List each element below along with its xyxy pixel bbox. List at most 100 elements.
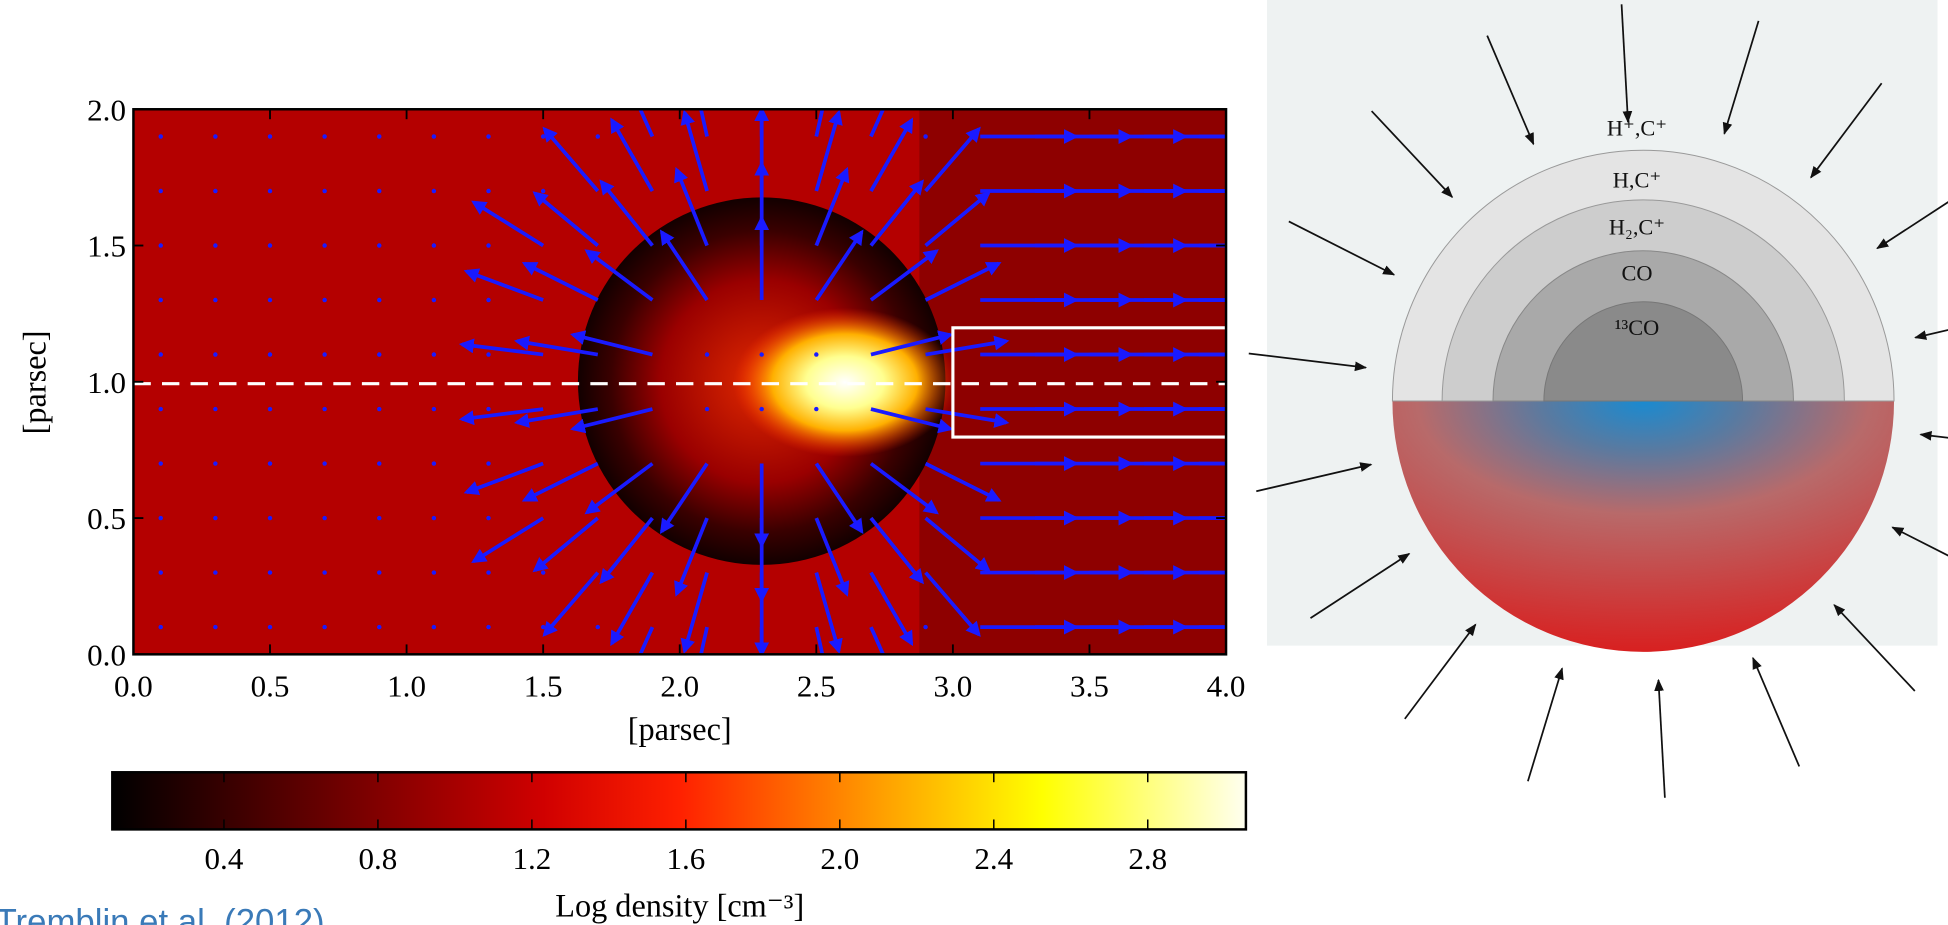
field-dot	[540, 624, 546, 630]
field-dot	[759, 406, 764, 412]
layer-labels: H⁺,C⁺ H,C⁺ H₂,C⁺ CO ¹³CO	[1607, 115, 1667, 340]
field-dot	[377, 188, 382, 194]
field-dot	[486, 461, 491, 466]
field-dot	[486, 406, 491, 412]
field-dot	[486, 624, 491, 630]
colorbar-tick-label: 2.8	[1128, 841, 1167, 876]
field-arrow	[542, 571, 600, 637]
inflow-arrow	[1914, 329, 1948, 340]
field-arrow	[532, 191, 599, 247]
field-dot	[814, 352, 819, 357]
cloud-lower-half	[1392, 401, 1895, 652]
field-arrow	[514, 407, 599, 428]
field-dot	[595, 134, 601, 139]
field-arrow	[869, 109, 886, 138]
field-dot	[704, 352, 710, 357]
cloud-diagram: H⁺,C⁺ H,C⁺ H₂,C⁺ CO ¹³CO	[1248, 4, 1948, 798]
field-dot	[431, 406, 437, 412]
field-dot	[377, 243, 382, 248]
inflow-arrow	[1404, 623, 1477, 720]
field-arrow	[924, 516, 991, 573]
field-dot	[213, 134, 218, 139]
inflow-arrow	[1919, 430, 1948, 441]
field-arrow	[869, 249, 939, 302]
field-dot	[486, 243, 491, 248]
field-arrow	[584, 462, 654, 515]
y-tick-label: 0.0	[87, 638, 126, 673]
field-arrow	[458, 338, 544, 357]
inflow-arrow	[1833, 604, 1916, 692]
field-arrow	[924, 126, 981, 193]
inflow-arrow	[1248, 352, 1368, 372]
field-dot	[595, 624, 601, 630]
field-arrow	[869, 117, 914, 192]
field-arrow	[814, 109, 825, 137]
field-dot	[267, 188, 273, 194]
field-dot	[704, 406, 710, 412]
field-dot	[322, 406, 327, 412]
inflow-arrow	[1527, 667, 1564, 782]
colorbar-tick-label: 2.4	[974, 841, 1013, 876]
field-arrow	[514, 335, 599, 357]
colorbar-tick-label: 2.0	[820, 841, 859, 876]
x-tick-label: 4.0	[1207, 669, 1246, 704]
field-dot	[923, 624, 928, 630]
field-arrow	[924, 191, 991, 247]
field-dot	[431, 624, 437, 630]
field-dot	[267, 243, 273, 248]
field-dot	[377, 570, 382, 575]
field-dot	[377, 461, 382, 466]
colorbar-tick-label: 0.8	[359, 841, 398, 876]
field-arrow	[584, 249, 654, 302]
field-dot	[267, 352, 273, 357]
field-dot	[213, 570, 218, 575]
field-arrow	[869, 516, 925, 585]
field-dot	[213, 515, 218, 521]
field-arrow	[814, 626, 825, 655]
field-arrow	[570, 407, 653, 434]
field-dot	[158, 134, 163, 139]
density-map	[133, 109, 1227, 655]
field-arrow	[814, 109, 843, 192]
field-dot	[486, 515, 491, 521]
x-tick-label: 3.5	[1070, 669, 1109, 704]
field-dot	[486, 352, 491, 357]
field-dot	[322, 352, 327, 357]
field-arrow	[924, 461, 1002, 502]
field-dot	[322, 134, 327, 139]
field-dot	[322, 243, 327, 248]
field-arrow	[699, 626, 709, 655]
field-dot	[158, 515, 163, 521]
field-dot	[213, 352, 218, 357]
x-tick-label: 1.5	[524, 669, 563, 704]
field-arrow	[924, 571, 981, 637]
field-arrow	[680, 109, 709, 192]
inflow-arrow	[1620, 4, 1633, 124]
field-arrow	[463, 461, 544, 496]
x-tick-label: 3.0	[933, 669, 972, 704]
inflow-arrows	[1248, 4, 1948, 798]
field-dot	[377, 624, 382, 630]
inflow-arrow	[1752, 656, 1801, 767]
field-dot	[158, 406, 163, 412]
inflow-arrow	[1256, 462, 1373, 493]
field-dot	[431, 188, 437, 194]
field-dot	[267, 406, 273, 412]
field-dot	[267, 134, 273, 139]
x-axis-label: [parsec]	[628, 711, 732, 747]
layer-label: CO	[1622, 261, 1653, 286]
field-dot	[213, 624, 218, 630]
field-arrow	[814, 229, 864, 302]
field-arrow	[599, 516, 654, 585]
colorbar-tick-label: 1.2	[512, 841, 551, 876]
field-dot	[377, 297, 382, 303]
field-dot	[486, 188, 491, 194]
inflow-arrow	[1370, 110, 1454, 199]
field-dot	[431, 570, 437, 575]
field-dot	[213, 406, 218, 412]
layer-label: H,C⁺	[1613, 167, 1661, 192]
field-arrow	[869, 571, 914, 647]
field-dot	[322, 188, 327, 194]
field-arrow	[870, 330, 954, 357]
field-arrow	[674, 166, 709, 247]
